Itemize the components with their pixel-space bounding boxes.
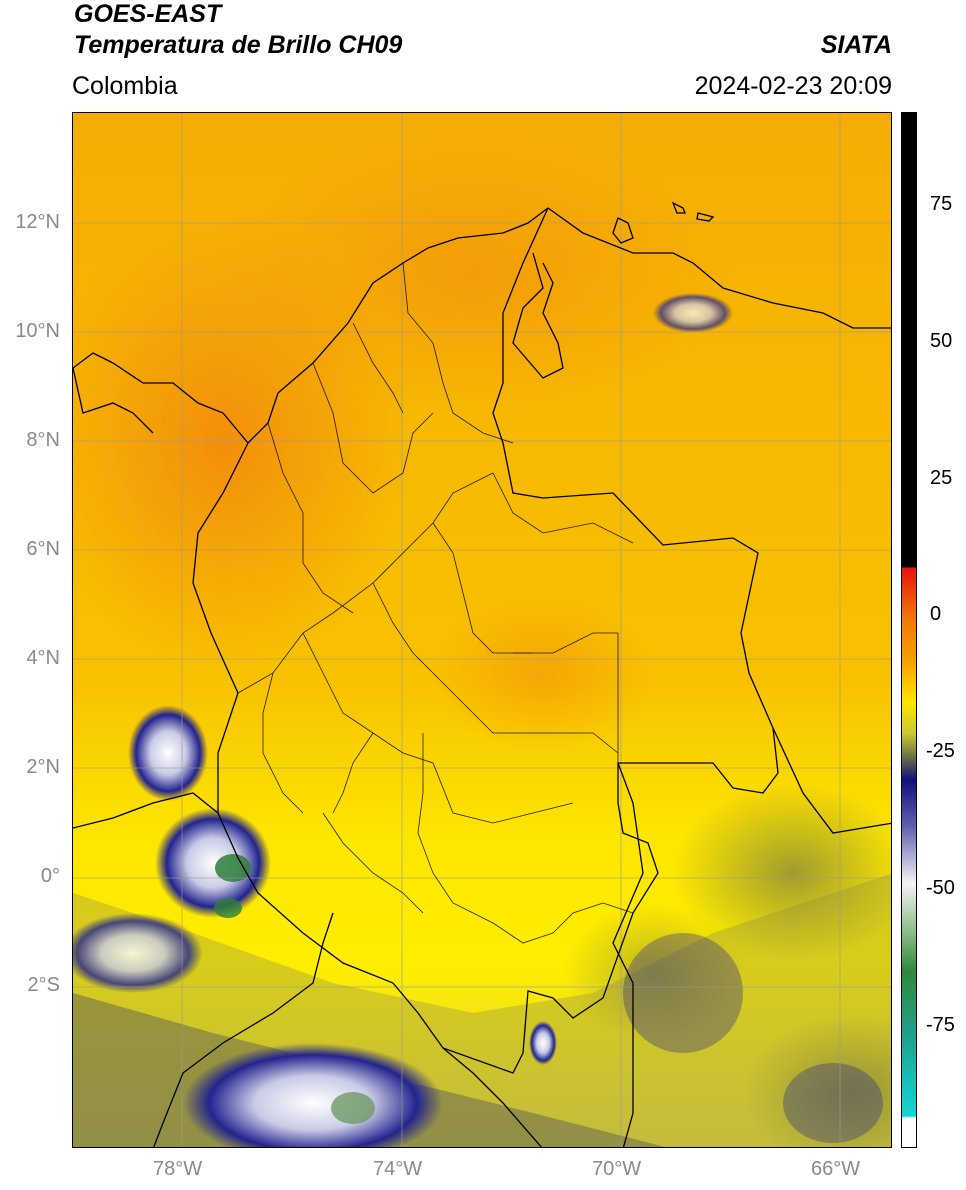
lat-tick-2s: 2°S	[27, 974, 60, 996]
colorbar-tick-25: 25	[930, 467, 953, 489]
lat-tick-10n: 10°N	[15, 320, 60, 342]
lat-tick-4n: 4°N	[26, 647, 60, 669]
colorbar-tick-neg50: -50	[926, 877, 955, 899]
region-label: Colombia	[72, 72, 178, 100]
department-borders	[237, 262, 634, 944]
lon-tick-66w: 66°W	[811, 1158, 861, 1180]
colorbar-tick-neg25: -25	[926, 740, 955, 762]
lat-tick-8n: 8°N	[26, 429, 60, 451]
lon-tick-74w: 74°W	[373, 1158, 423, 1180]
map-canvas	[73, 113, 891, 1147]
lat-tick-0: 0°	[40, 865, 60, 887]
colorbar-tick-neg75: -75	[926, 1014, 955, 1036]
country-borders	[73, 201, 891, 1147]
datetime-label: 2024-02-23 20:09	[694, 72, 892, 100]
lat-tick-2n: 2°N	[26, 756, 60, 778]
title-line-1: GOES-EAST	[74, 0, 222, 28]
graticule	[73, 113, 891, 1147]
colorbar-tick-50: 50	[930, 330, 953, 352]
lat-tick-6n: 6°N	[26, 538, 60, 560]
lat-tick-12n: 12°N	[15, 211, 60, 233]
source-label: SIATA	[820, 31, 892, 59]
colorbar-tick-0: 0	[930, 603, 942, 625]
lon-tick-78w: 78°W	[153, 1158, 203, 1180]
satellite-map	[72, 112, 892, 1148]
title-line-2: Temperatura de Brillo CH09	[74, 31, 403, 59]
temperature-colorbar	[901, 112, 917, 1148]
colorbar-tick-75: 75	[930, 193, 953, 215]
lon-tick-70w: 70°W	[592, 1158, 642, 1180]
